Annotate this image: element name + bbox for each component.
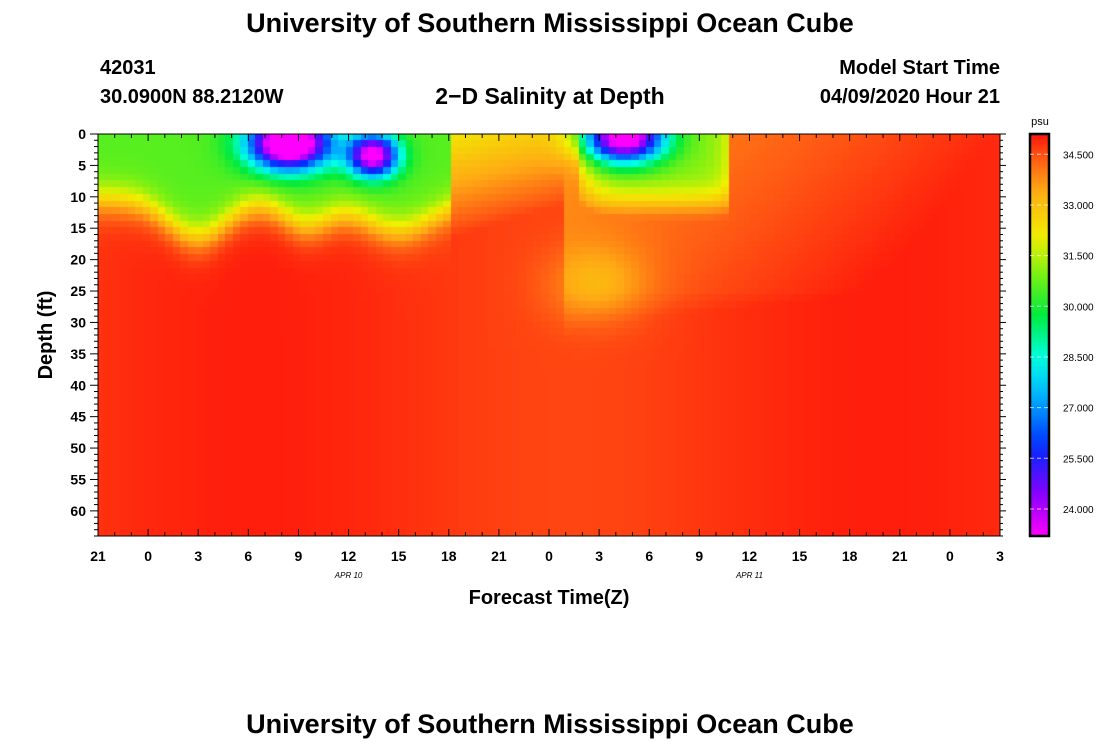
colorbar-tick-label: 27.000 [1063, 404, 1094, 415]
station-id: 42031 [100, 57, 156, 79]
x-tick-label: 9 [695, 548, 703, 564]
x-tick-label: 6 [244, 548, 252, 564]
y-tick-label: 40 [70, 377, 86, 393]
y-tick-label: 5 [78, 157, 86, 173]
x-axis: 21 0 3 6 9 12 15 18 21 0 3 6 9 12 15 18 21 0 3 [90, 134, 1004, 564]
x-tick-label: 21 [892, 548, 908, 564]
colorbar-tick-label: 33.000 [1063, 201, 1094, 212]
date-label: APR 10 [334, 571, 363, 580]
colorbar-tick-label: 30.000 [1063, 302, 1094, 313]
y-tick-label: 25 [70, 283, 86, 299]
x-tick-label: 12 [742, 548, 758, 564]
y-tick-label: 15 [70, 220, 86, 236]
x-tick-label: 3 [194, 548, 202, 564]
y-tick-label: 45 [70, 409, 86, 425]
x-tick-label: 18 [441, 548, 457, 564]
x-tick-label: 12 [341, 548, 357, 564]
x-axis-label: Forecast Time(Z) [469, 587, 630, 609]
y-axis-label: Depth (ft) [35, 291, 57, 380]
x-tick-label: 0 [946, 548, 954, 564]
plot-title: 2−D Salinity at Depth [435, 83, 665, 109]
x-tick-label: 0 [144, 548, 152, 564]
x-tick-label: 18 [842, 548, 858, 564]
x-tick-label: 15 [391, 548, 407, 564]
colorbar-tick-label: 28.500 [1063, 353, 1094, 364]
x-tick-label: 3 [996, 548, 1004, 564]
y-tick-label: 60 [70, 503, 86, 519]
heatmap-area [98, 134, 1000, 536]
colorbar-unit: psu [1031, 116, 1049, 128]
date-labels: APR 10 APR 11 [334, 571, 763, 580]
colorbar-tick-label: 34.500 [1063, 150, 1094, 161]
station-location: 30.0900N 88.2120W [100, 86, 284, 108]
y-tick-label: 0 [78, 126, 86, 142]
y-tick-label: 50 [70, 440, 86, 456]
x-tick-label: 3 [595, 548, 603, 564]
colorbar-ticks: 34.500 33.000 31.500 30.000 28.500 27.000 25.5… [1030, 150, 1094, 516]
y-tick-label: 35 [70, 346, 86, 362]
date-label: APR 11 [735, 571, 763, 580]
y-tick-label: 55 [70, 471, 86, 487]
x-tick-label: 21 [90, 548, 106, 564]
footer-title: University of Southern Mississippi Ocean… [246, 709, 854, 739]
y-tick-label: 20 [70, 252, 86, 268]
model-start-label: Model Start Time [839, 57, 1000, 79]
model-start-value: 04/09/2020 Hour 21 [819, 86, 1000, 108]
colorbar-tick-label: 25.500 [1063, 454, 1094, 465]
heatmap-canvas [98, 134, 1000, 536]
header-title: University of Southern Mississippi Ocean… [246, 8, 854, 38]
x-tick-label: 9 [295, 548, 303, 564]
x-tick-label: 6 [645, 548, 653, 564]
colorbar [1030, 134, 1049, 536]
x-tick-label: 15 [792, 548, 808, 564]
colorbar-tick-label: 31.500 [1063, 252, 1094, 263]
colorbar-tick-label: 24.000 [1063, 505, 1094, 516]
x-tick-label: 0 [545, 548, 553, 564]
y-tick-label: 30 [70, 314, 86, 330]
y-tick-label: 10 [70, 189, 86, 205]
x-tick-label: 21 [491, 548, 507, 564]
y-axis: 0 5 10 15 20 25 30 35 40 45 50 55 60 [70, 126, 1006, 537]
colorbar-frame [1028, 132, 1051, 538]
